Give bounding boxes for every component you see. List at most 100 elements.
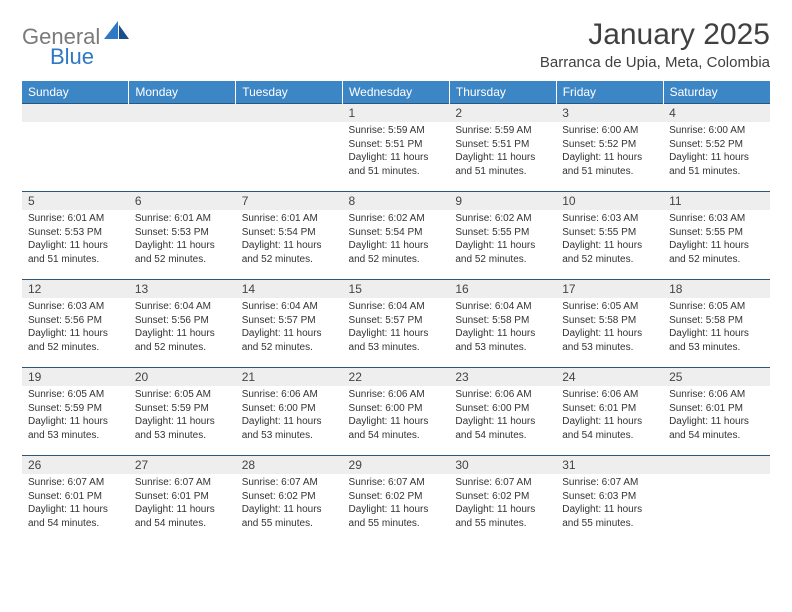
calendar-day-cell: 15Sunrise: 6:04 AMSunset: 5:57 PMDayligh… — [343, 280, 450, 368]
calendar-day-cell: 29Sunrise: 6:07 AMSunset: 6:02 PMDayligh… — [343, 456, 450, 544]
day-content: Sunrise: 6:06 AMSunset: 6:01 PMDaylight:… — [556, 386, 663, 446]
day-number: 6 — [129, 192, 236, 210]
calendar-week-row: 26Sunrise: 6:07 AMSunset: 6:01 PMDayligh… — [22, 456, 770, 544]
day-content: Sunrise: 6:07 AMSunset: 6:01 PMDaylight:… — [22, 474, 129, 534]
calendar-day-cell: 26Sunrise: 6:07 AMSunset: 6:01 PMDayligh… — [22, 456, 129, 544]
weekday-header: Saturday — [663, 81, 770, 104]
day-number: 12 — [22, 280, 129, 298]
calendar-day-cell: 30Sunrise: 6:07 AMSunset: 6:02 PMDayligh… — [449, 456, 556, 544]
day-number: 14 — [236, 280, 343, 298]
calendar-day-cell: 13Sunrise: 6:04 AMSunset: 5:56 PMDayligh… — [129, 280, 236, 368]
calendar-day-cell: 31Sunrise: 6:07 AMSunset: 6:03 PMDayligh… — [556, 456, 663, 544]
weekday-header: Sunday — [22, 81, 129, 104]
day-content: Sunrise: 6:04 AMSunset: 5:57 PMDaylight:… — [236, 298, 343, 358]
day-content: Sunrise: 6:00 AMSunset: 5:52 PMDaylight:… — [663, 122, 770, 182]
day-number: 24 — [556, 368, 663, 386]
calendar-day-cell: 20Sunrise: 6:05 AMSunset: 5:59 PMDayligh… — [129, 368, 236, 456]
calendar-day-cell — [663, 456, 770, 544]
day-content: Sunrise: 6:02 AMSunset: 5:55 PMDaylight:… — [449, 210, 556, 270]
day-number: 26 — [22, 456, 129, 474]
day-content — [22, 122, 129, 128]
day-content: Sunrise: 6:05 AMSunset: 5:58 PMDaylight:… — [663, 298, 770, 358]
day-content: Sunrise: 6:07 AMSunset: 6:02 PMDaylight:… — [343, 474, 450, 534]
calendar-body: 1Sunrise: 5:59 AMSunset: 5:51 PMDaylight… — [22, 104, 770, 544]
day-content: Sunrise: 6:06 AMSunset: 6:00 PMDaylight:… — [236, 386, 343, 446]
day-number: 7 — [236, 192, 343, 210]
day-content: Sunrise: 6:04 AMSunset: 5:58 PMDaylight:… — [449, 298, 556, 358]
day-number — [22, 104, 129, 122]
day-content: Sunrise: 6:01 AMSunset: 5:53 PMDaylight:… — [129, 210, 236, 270]
calendar-day-cell: 3Sunrise: 6:00 AMSunset: 5:52 PMDaylight… — [556, 104, 663, 192]
day-content: Sunrise: 6:04 AMSunset: 5:57 PMDaylight:… — [343, 298, 450, 358]
day-number: 1 — [343, 104, 450, 122]
day-number: 18 — [663, 280, 770, 298]
calendar-day-cell: 8Sunrise: 6:02 AMSunset: 5:54 PMDaylight… — [343, 192, 450, 280]
day-content: Sunrise: 6:06 AMSunset: 6:00 PMDaylight:… — [449, 386, 556, 446]
weekday-header: Tuesday — [236, 81, 343, 104]
day-number: 11 — [663, 192, 770, 210]
day-number: 2 — [449, 104, 556, 122]
day-number: 19 — [22, 368, 129, 386]
weekday-header: Wednesday — [343, 81, 450, 104]
weekday-header: Friday — [556, 81, 663, 104]
weekday-header: Thursday — [449, 81, 556, 104]
day-number: 5 — [22, 192, 129, 210]
day-number: 25 — [663, 368, 770, 386]
day-number: 27 — [129, 456, 236, 474]
calendar-day-cell — [236, 104, 343, 192]
brand-logo: General Blue — [22, 18, 130, 50]
day-number: 3 — [556, 104, 663, 122]
calendar-day-cell: 6Sunrise: 6:01 AMSunset: 5:53 PMDaylight… — [129, 192, 236, 280]
day-content: Sunrise: 6:07 AMSunset: 6:02 PMDaylight:… — [449, 474, 556, 534]
day-content: Sunrise: 6:03 AMSunset: 5:55 PMDaylight:… — [556, 210, 663, 270]
day-number: 29 — [343, 456, 450, 474]
calendar-day-cell: 17Sunrise: 6:05 AMSunset: 5:58 PMDayligh… — [556, 280, 663, 368]
calendar-day-cell: 2Sunrise: 5:59 AMSunset: 5:51 PMDaylight… — [449, 104, 556, 192]
calendar-day-cell: 16Sunrise: 6:04 AMSunset: 5:58 PMDayligh… — [449, 280, 556, 368]
day-content — [663, 474, 770, 480]
day-number: 17 — [556, 280, 663, 298]
day-number — [236, 104, 343, 122]
calendar-day-cell: 24Sunrise: 6:06 AMSunset: 6:01 PMDayligh… — [556, 368, 663, 456]
calendar-day-cell: 19Sunrise: 6:05 AMSunset: 5:59 PMDayligh… — [22, 368, 129, 456]
day-number: 22 — [343, 368, 450, 386]
location: Barranca de Upia, Meta, Colombia — [540, 54, 770, 71]
calendar-day-cell: 28Sunrise: 6:07 AMSunset: 6:02 PMDayligh… — [236, 456, 343, 544]
title-block: January 2025 Barranca de Upia, Meta, Col… — [540, 18, 770, 71]
day-number: 16 — [449, 280, 556, 298]
day-content: Sunrise: 6:07 AMSunset: 6:02 PMDaylight:… — [236, 474, 343, 534]
day-content: Sunrise: 6:06 AMSunset: 6:00 PMDaylight:… — [343, 386, 450, 446]
day-content: Sunrise: 6:05 AMSunset: 5:59 PMDaylight:… — [22, 386, 129, 446]
day-number: 4 — [663, 104, 770, 122]
calendar-day-cell: 21Sunrise: 6:06 AMSunset: 6:00 PMDayligh… — [236, 368, 343, 456]
day-content: Sunrise: 5:59 AMSunset: 5:51 PMDaylight:… — [343, 122, 450, 182]
day-number: 8 — [343, 192, 450, 210]
day-content: Sunrise: 6:01 AMSunset: 5:53 PMDaylight:… — [22, 210, 129, 270]
day-number: 9 — [449, 192, 556, 210]
calendar-day-cell: 18Sunrise: 6:05 AMSunset: 5:58 PMDayligh… — [663, 280, 770, 368]
day-content: Sunrise: 6:05 AMSunset: 5:58 PMDaylight:… — [556, 298, 663, 358]
calendar-week-row: 5Sunrise: 6:01 AMSunset: 5:53 PMDaylight… — [22, 192, 770, 280]
day-number: 28 — [236, 456, 343, 474]
calendar-day-cell: 4Sunrise: 6:00 AMSunset: 5:52 PMDaylight… — [663, 104, 770, 192]
calendar-day-cell: 11Sunrise: 6:03 AMSunset: 5:55 PMDayligh… — [663, 192, 770, 280]
calendar-day-cell: 12Sunrise: 6:03 AMSunset: 5:56 PMDayligh… — [22, 280, 129, 368]
calendar-day-cell — [22, 104, 129, 192]
brand-word-2: Blue — [50, 44, 94, 70]
calendar-day-cell: 22Sunrise: 6:06 AMSunset: 6:00 PMDayligh… — [343, 368, 450, 456]
day-content: Sunrise: 6:05 AMSunset: 5:59 PMDaylight:… — [129, 386, 236, 446]
calendar-day-cell: 9Sunrise: 6:02 AMSunset: 5:55 PMDaylight… — [449, 192, 556, 280]
day-number: 10 — [556, 192, 663, 210]
day-content: Sunrise: 6:07 AMSunset: 6:01 PMDaylight:… — [129, 474, 236, 534]
month-title: January 2025 — [540, 18, 770, 52]
calendar-day-cell: 27Sunrise: 6:07 AMSunset: 6:01 PMDayligh… — [129, 456, 236, 544]
calendar-week-row: 1Sunrise: 5:59 AMSunset: 5:51 PMDaylight… — [22, 104, 770, 192]
calendar-week-row: 12Sunrise: 6:03 AMSunset: 5:56 PMDayligh… — [22, 280, 770, 368]
day-content: Sunrise: 6:03 AMSunset: 5:56 PMDaylight:… — [22, 298, 129, 358]
calendar-page: General Blue January 2025 Barranca de Up… — [0, 0, 792, 554]
day-content: Sunrise: 6:02 AMSunset: 5:54 PMDaylight:… — [343, 210, 450, 270]
day-content: Sunrise: 6:01 AMSunset: 5:54 PMDaylight:… — [236, 210, 343, 270]
day-number: 15 — [343, 280, 450, 298]
header: General Blue January 2025 Barranca de Up… — [22, 18, 770, 71]
day-number: 21 — [236, 368, 343, 386]
